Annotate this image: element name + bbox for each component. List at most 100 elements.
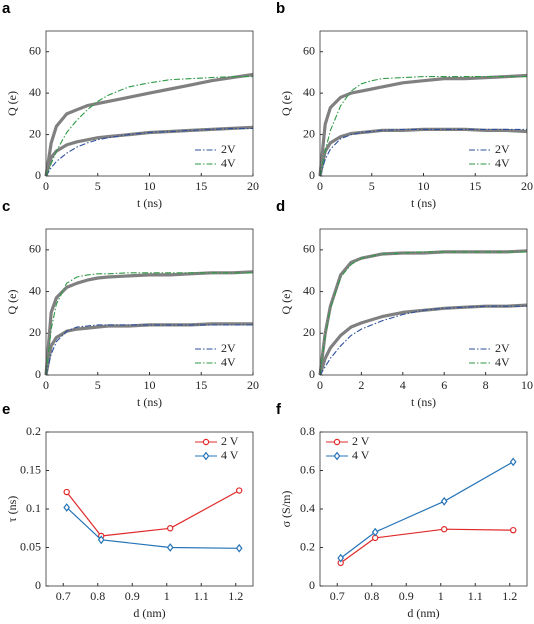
x-tick-label: 0.9 [125, 589, 140, 603]
data-line [318, 73, 528, 177]
marker [235, 487, 243, 494]
marker [166, 543, 174, 552]
panel-label: c [2, 198, 10, 215]
x-tick-label: 6 [441, 378, 447, 392]
y-axis-label: Q (e) [279, 91, 293, 116]
x-tick-label: 1.2 [502, 589, 517, 603]
y-axis-label: Q (e) [279, 290, 293, 315]
x-tick-label: 20 [521, 179, 533, 193]
x-axis-label: d (nm) [133, 606, 165, 620]
marker [166, 525, 174, 532]
fit-line [319, 251, 527, 376]
y-tick-label: 40 [303, 283, 315, 297]
y-tick-label: 0.15 [20, 462, 41, 476]
legend-marker [333, 438, 341, 446]
x-axis-label: t (ns) [411, 196, 436, 210]
legend-label: 2V [221, 341, 236, 355]
y-tick-label: 40 [303, 85, 315, 99]
x-tick-label: 1.2 [228, 589, 243, 603]
x-tick-label: 1 [164, 589, 170, 603]
panel-label: a [2, 0, 11, 17]
y-axis-label: σ (S/m) [279, 491, 293, 528]
y-tick-label: 0.1 [26, 501, 41, 515]
panel-label: d [276, 198, 285, 215]
marker [63, 488, 70, 496]
y-tick-label: 40 [29, 283, 41, 297]
fit-line [45, 76, 253, 177]
legend-label: 4 V [221, 448, 239, 462]
x-tick-label: 15 [195, 179, 207, 193]
axes-box [319, 228, 528, 376]
legend-label: 2V [495, 142, 510, 156]
marker [337, 553, 345, 563]
y-tick-label: 20 [29, 325, 41, 339]
fit-line [45, 272, 253, 376]
y-tick-label: 60 [29, 242, 41, 256]
fit-line [66, 489, 240, 537]
x-tick-label: 15 [469, 179, 481, 193]
legend-label: 2 V [352, 434, 370, 448]
x-tick-label: 1.1 [468, 589, 483, 603]
y-tick-label: 0 [309, 168, 315, 182]
y-axis-label: Q (e) [5, 91, 19, 116]
legend-label: 4V [495, 355, 510, 369]
x-tick-label: 10 [144, 179, 156, 193]
legend-label: 2V [495, 341, 510, 355]
panel-label: e [2, 401, 10, 418]
legend-label: 2V [221, 142, 236, 156]
y-axis-label: τ (ns) [5, 496, 19, 522]
marker [510, 526, 517, 534]
marker [509, 457, 517, 467]
axes-box [45, 228, 254, 376]
y-axis-label: Q (e) [5, 290, 19, 315]
legend-label: 4 V [352, 448, 370, 462]
y-tick-label: 20 [303, 325, 315, 339]
x-tick-label: 0.7 [56, 589, 71, 603]
x-tick-label: 20 [247, 179, 259, 193]
x-tick-label: 0.8 [364, 589, 379, 603]
panel-label: f [276, 401, 282, 418]
legend-marker [202, 438, 210, 446]
x-tick-label: 1.1 [194, 589, 209, 603]
y-tick-label: 20 [29, 126, 41, 140]
y-tick-label: 40 [29, 85, 41, 99]
panel: f 0.7 0.8 0.9 1 1.1 1.2 0 0.2 0.4 0.6 0.8 d (nm) σ (S… [276, 401, 528, 620]
axes-box [45, 30, 254, 177]
marker [63, 503, 71, 512]
x-axis-label: t (ns) [411, 395, 436, 409]
y-tick-label: 60 [303, 43, 315, 57]
legend-label: 4V [221, 156, 236, 170]
marker [235, 543, 243, 553]
marker [371, 527, 379, 537]
fit-line [319, 305, 527, 376]
x-axis-label: t (ns) [137, 395, 162, 409]
fit-line [340, 528, 514, 564]
data-line [44, 72, 254, 177]
x-axis-label: d (nm) [407, 606, 439, 620]
panel: e 0.7 0.8 0.9 1 1.1 1.2 0 0.05 0.1 0.15 0.2 d (nm) τ … [2, 401, 254, 620]
y-tick-label: 0 [309, 578, 315, 592]
axes-box [319, 431, 528, 587]
x-tick-label: 20 [247, 378, 259, 392]
x-tick-label: 4 [400, 378, 406, 392]
y-tick-label: 0.2 [26, 424, 41, 438]
marker [97, 535, 105, 545]
x-axis-label: t (ns) [137, 196, 162, 210]
legend-label: 4V [495, 156, 510, 170]
axes-box [45, 431, 254, 587]
x-tick-label: 0 [317, 179, 323, 193]
x-tick-label: 0 [43, 378, 49, 392]
legend-label: 2 V [221, 434, 239, 448]
x-tick-label: 5 [95, 378, 101, 392]
axes-box [319, 30, 528, 177]
y-tick-label: 0 [35, 168, 41, 182]
legend-marker [202, 451, 210, 461]
y-tick-label: 0.4 [300, 501, 315, 515]
y-tick-label: 0 [35, 367, 41, 381]
x-tick-label: 0.8 [90, 589, 105, 603]
x-tick-label: 10 [144, 378, 156, 392]
